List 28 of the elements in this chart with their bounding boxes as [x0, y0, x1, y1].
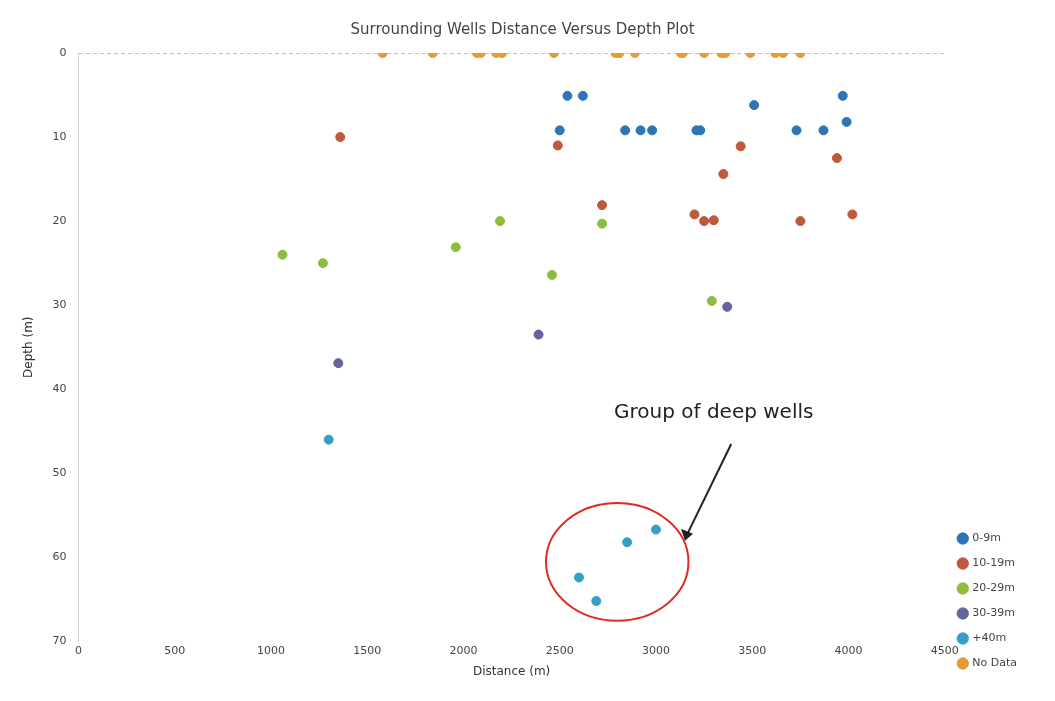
legend-label: 0-9m [972, 531, 1001, 545]
y-tick-label: 40 [52, 382, 67, 396]
legend-label: 10-19m [972, 556, 1015, 570]
x-tick-label: 2000 [449, 643, 478, 657]
y-tick-label: 20 [52, 213, 67, 227]
y-tick-label: 70 [52, 634, 67, 648]
legend-label: 30-39m [972, 606, 1015, 620]
x-axis-title: Distance (m) [472, 663, 551, 678]
x-tick-label: 3500 [738, 643, 767, 657]
legend-label: No Data [972, 656, 1018, 670]
x-tick-label: 500 [164, 643, 186, 657]
y-tick-label: 50 [52, 466, 67, 480]
x-tick-label: 4500 [930, 643, 959, 657]
x-tick-label: 1000 [256, 643, 285, 657]
annotation: Group of deep wells [614, 398, 814, 423]
y-tick-label: 10 [52, 129, 67, 143]
y-tick-label: 0 [59, 45, 67, 59]
x-tick-label: 4000 [834, 643, 863, 657]
x-tick-label: 2500 [545, 643, 574, 657]
chart-title: Surrounding Wells Distance Versus Depth Plot [350, 19, 695, 38]
legend-label: +40m [972, 631, 1007, 645]
x-tick-label: 1500 [353, 643, 382, 657]
x-tick-label: 0 [74, 643, 82, 657]
y-tick-label: 60 [52, 550, 67, 564]
y-axis-title: Depth (m) [21, 316, 36, 378]
x-tick-label: 3000 [641, 643, 670, 657]
legend-label: 20-29m [972, 581, 1015, 595]
y-tick-label: 30 [52, 298, 67, 312]
